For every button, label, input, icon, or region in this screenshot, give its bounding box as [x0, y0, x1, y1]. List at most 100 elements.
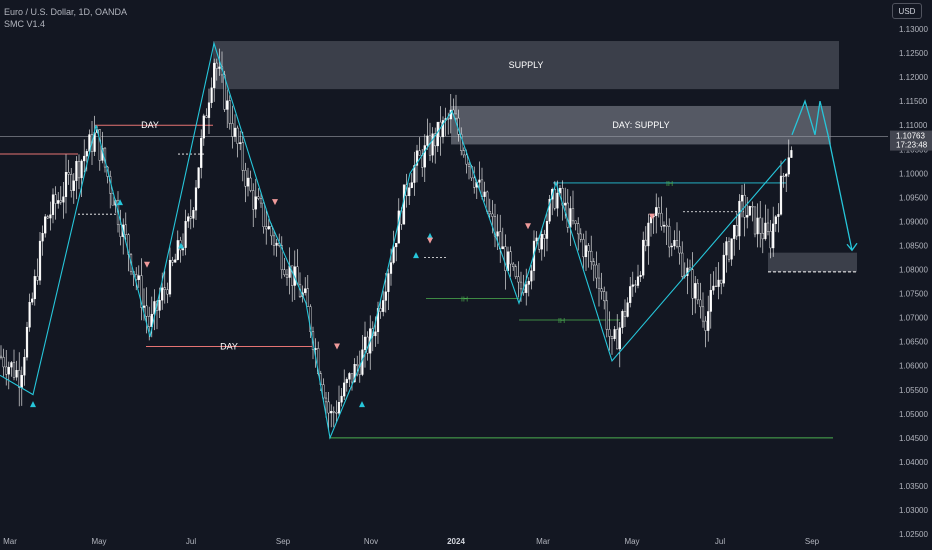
- candle-body: [236, 127, 239, 144]
- candle-body: [491, 213, 494, 217]
- candles: [0, 48, 793, 431]
- candle-body: [584, 245, 588, 258]
- candle-body: [787, 157, 790, 175]
- candle-body: [655, 207, 658, 216]
- candle-body: [306, 288, 309, 307]
- supply-zones: SUPPLY DAY: SUPPLY: [0, 41, 888, 273]
- candle-body: [49, 214, 52, 219]
- candle-body: [161, 287, 164, 301]
- swing-label: IH: [666, 181, 673, 188]
- candle-body: [291, 265, 294, 286]
- candle-body: [332, 411, 335, 413]
- candle-body: [714, 285, 718, 288]
- candle-body: [413, 165, 416, 183]
- swing-low-marker: [359, 401, 365, 408]
- candle-body: [774, 216, 777, 225]
- zone-label: DAY: SUPPLY: [612, 120, 669, 130]
- candle-body: [337, 402, 341, 414]
- candle-body: [642, 239, 645, 276]
- candle-body: [548, 199, 551, 222]
- currency-button[interactable]: USD: [892, 3, 922, 19]
- candle-body: [436, 121, 439, 147]
- candle-body: [176, 240, 179, 260]
- candle-body: [428, 135, 432, 156]
- candle-body: [363, 336, 367, 350]
- y-tick-label: 1.08000: [899, 266, 928, 275]
- candle-body: [189, 216, 192, 219]
- y-tick-label: 1.11000: [899, 121, 928, 130]
- candle-body: [574, 220, 577, 224]
- candle-body: [434, 133, 437, 147]
- candle-body: [25, 327, 29, 358]
- x-tick-label: Nov: [364, 537, 378, 546]
- candle-body: [600, 288, 603, 292]
- candle-body: [174, 259, 177, 263]
- candle-body: [285, 274, 289, 278]
- candle-body: [327, 401, 330, 414]
- candle-body: [782, 175, 785, 178]
- candle-body: [613, 329, 616, 340]
- candle-body: [460, 134, 463, 151]
- swing-low-marker: [427, 232, 433, 239]
- y-tick-label: 1.07000: [899, 314, 928, 323]
- candle-body: [423, 145, 426, 168]
- swing-high-marker: [144, 261, 150, 268]
- candle-body: [530, 270, 533, 282]
- candle-body: [610, 336, 614, 340]
- candle-body: [23, 357, 26, 376]
- candle-body: [241, 142, 244, 171]
- candle-body: [467, 163, 471, 167]
- candle-body: [493, 216, 497, 237]
- candle-body: [158, 300, 161, 311]
- x-tick-label: Mar: [3, 537, 17, 546]
- candle-body: [98, 129, 101, 161]
- y-tick-label: 1.05000: [899, 410, 928, 419]
- candle-body: [488, 211, 491, 215]
- swing-low-marker: [413, 252, 419, 259]
- candle-body: [410, 182, 413, 188]
- candle-body: [246, 177, 250, 187]
- candle-body: [168, 259, 172, 295]
- candle-body: [753, 206, 757, 235]
- candle-body: [595, 264, 598, 279]
- candle-body: [335, 412, 338, 414]
- candle-body: [257, 196, 260, 199]
- candle-body: [345, 379, 348, 384]
- candle-body: [31, 298, 34, 303]
- candle-body: [356, 364, 359, 366]
- swing-high-marker: [272, 199, 278, 206]
- candle-body: [283, 269, 286, 276]
- candle-body: [691, 269, 694, 299]
- x-tick-label: Mar: [536, 537, 550, 546]
- candle-body: [166, 289, 169, 295]
- candle-body: [64, 172, 68, 197]
- candle-body: [590, 250, 593, 262]
- candle-body: [790, 150, 793, 158]
- swing-high-marker: [334, 343, 340, 350]
- y-tick-label: 1.07500: [899, 290, 928, 299]
- chart-title: Euro / U.S. Dollar, 1D, OANDA: [4, 7, 128, 17]
- candle-body: [309, 306, 312, 332]
- candle-body: [777, 214, 780, 217]
- supply-zone: [768, 252, 857, 272]
- candle-body: [668, 226, 671, 248]
- candle-body: [707, 311, 710, 331]
- candle-body: [483, 191, 486, 197]
- candle-body: [571, 208, 575, 222]
- candle-body: [231, 123, 234, 137]
- candle-body: [262, 202, 265, 228]
- candle-body: [769, 231, 772, 249]
- candle-body: [314, 348, 317, 350]
- candle-body: [504, 246, 507, 271]
- candle-body: [41, 233, 44, 242]
- candle-body: [527, 280, 530, 285]
- candle-body: [678, 246, 681, 254]
- candle-body: [226, 100, 229, 110]
- candle-body: [343, 382, 346, 397]
- candle-body: [543, 234, 546, 239]
- candle-body: [623, 311, 627, 317]
- y-tick-label: 1.03500: [899, 482, 928, 491]
- indicator-label[interactable]: SMC V1.4: [4, 19, 46, 29]
- key-levels: DAY DAY IH IH IH: [0, 120, 833, 439]
